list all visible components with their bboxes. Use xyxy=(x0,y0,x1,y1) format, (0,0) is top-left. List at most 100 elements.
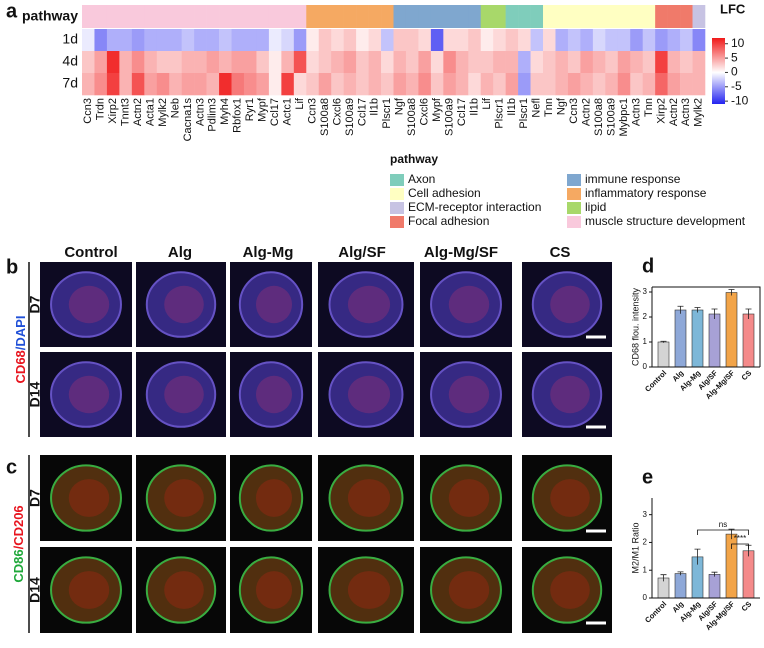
pathway-cell xyxy=(455,5,469,28)
pathway-cell xyxy=(181,5,195,28)
heatmap-cell xyxy=(194,29,207,52)
pathway-cell xyxy=(605,5,619,28)
panel-label: b xyxy=(6,256,18,278)
heatmap-cell xyxy=(106,29,120,52)
column-label: S100a9 xyxy=(443,98,455,136)
pathway-cell xyxy=(169,5,182,28)
pathway-cell xyxy=(443,5,457,28)
column-label: Ccl17 xyxy=(356,98,368,126)
column-label: Cxcl6 xyxy=(331,98,343,126)
heatmap-cell xyxy=(144,73,158,96)
row-label: 7d xyxy=(62,75,78,91)
column-header: Alg-Mg xyxy=(243,244,294,261)
heatmap-cell xyxy=(381,29,394,52)
legend-swatch xyxy=(390,202,404,214)
pathway-cell xyxy=(219,5,232,28)
heatmap-cell xyxy=(318,29,332,52)
tissue-core xyxy=(164,375,204,414)
heatmap-cell xyxy=(592,29,606,52)
heatmap-cell xyxy=(281,29,295,52)
heatmap-cell xyxy=(567,73,581,96)
column-label: Il1b xyxy=(369,98,381,116)
column-label: S100a9 xyxy=(605,98,617,136)
heatmap-cell xyxy=(505,51,519,74)
column-label: Actc1 xyxy=(281,98,293,126)
heatmap-cell xyxy=(281,73,295,96)
column-label: Mypf xyxy=(431,97,443,122)
pathway-cell xyxy=(231,5,245,28)
column-label: Myh4 xyxy=(219,98,231,125)
tissue-core xyxy=(347,571,391,609)
heatmap-cell xyxy=(655,73,668,96)
legend-label: lipid xyxy=(585,200,606,214)
column-label: Mybpc1 xyxy=(618,98,630,137)
pathway-cell xyxy=(580,5,594,28)
pathway-cell xyxy=(680,5,693,28)
heatmap-cell xyxy=(642,51,656,74)
column-label: Ccn3 xyxy=(568,98,580,124)
heatmap-cell xyxy=(194,73,207,96)
column-label: Actn2 xyxy=(668,98,680,126)
heatmap-cell xyxy=(642,73,656,96)
heatmap-cell xyxy=(268,73,282,96)
legend-label: Cell adhesion xyxy=(408,186,481,200)
pathway-cell xyxy=(368,5,382,28)
heatmap-cell xyxy=(381,51,394,74)
y-tick-label: 1 xyxy=(643,565,648,574)
heatmap-cell xyxy=(206,51,220,74)
column-label: Tnn xyxy=(643,98,655,117)
column-label: Ccl17 xyxy=(456,98,468,126)
pathway-cell xyxy=(630,5,643,28)
heatmap-cell xyxy=(430,29,444,52)
column-label: Actn2 xyxy=(581,98,593,126)
x-tick-label: CS xyxy=(740,368,754,382)
heatmap-cell xyxy=(94,29,108,52)
heatmap-cell xyxy=(418,29,432,52)
error-bar xyxy=(660,574,667,582)
pathway-cell xyxy=(518,5,531,28)
heatmap-cell xyxy=(617,29,631,52)
row-label: D7 xyxy=(27,295,43,313)
heatmap-cell xyxy=(418,73,432,96)
legend-label: inflammatory response xyxy=(585,186,707,200)
legend-swatch xyxy=(567,174,581,186)
heatmap-cell xyxy=(642,29,656,52)
tissue-core xyxy=(550,285,590,324)
tissue-core xyxy=(448,285,490,324)
error-bar xyxy=(694,548,701,565)
x-tick-label: Control xyxy=(643,599,668,624)
column-label: Actn3 xyxy=(630,98,642,126)
heatmap-cell xyxy=(480,29,494,52)
column-header: Alg-Mg/SF xyxy=(424,244,498,261)
column-label: Tnnt3 xyxy=(120,98,132,126)
y-axis-label: M2/M1 Ratio xyxy=(630,522,640,573)
column-label: S100a8 xyxy=(593,98,605,136)
heatmap-cell xyxy=(480,51,494,74)
column-label: Plscr1 xyxy=(518,98,530,129)
y-tick-label: 0 xyxy=(643,362,648,371)
column-label: Xirp2 xyxy=(107,98,119,124)
heatmap-cell xyxy=(543,73,556,96)
pathway-cell xyxy=(493,5,506,28)
pathway-cell xyxy=(505,5,519,28)
heatmap-cell xyxy=(131,73,145,96)
axes xyxy=(651,287,760,368)
stain-text: CD68 xyxy=(13,350,28,383)
pathway-cell xyxy=(543,5,556,28)
column-label: Lif xyxy=(481,97,493,110)
row-label: 1d xyxy=(62,31,78,47)
pathway-cell xyxy=(119,5,133,28)
colorbar-title: LFC xyxy=(720,1,746,16)
tissue-core xyxy=(68,285,110,324)
heatmap-cell xyxy=(318,51,332,74)
pathway-cell xyxy=(667,5,681,28)
heatmap-cell xyxy=(605,29,619,52)
tissue-core xyxy=(448,375,490,414)
stain-text: /DAPI xyxy=(13,316,28,351)
heatmap-cell xyxy=(580,51,594,74)
heatmap-cell xyxy=(206,73,220,96)
heatmap-cell xyxy=(605,51,619,74)
legend-swatch xyxy=(567,216,581,228)
pathway-cell xyxy=(617,5,631,28)
